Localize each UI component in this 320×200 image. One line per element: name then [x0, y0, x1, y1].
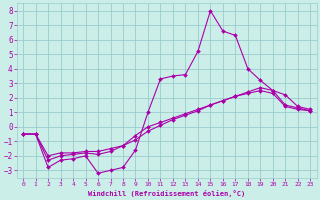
X-axis label: Windchill (Refroidissement éolien,°C): Windchill (Refroidissement éolien,°C)	[88, 190, 245, 197]
